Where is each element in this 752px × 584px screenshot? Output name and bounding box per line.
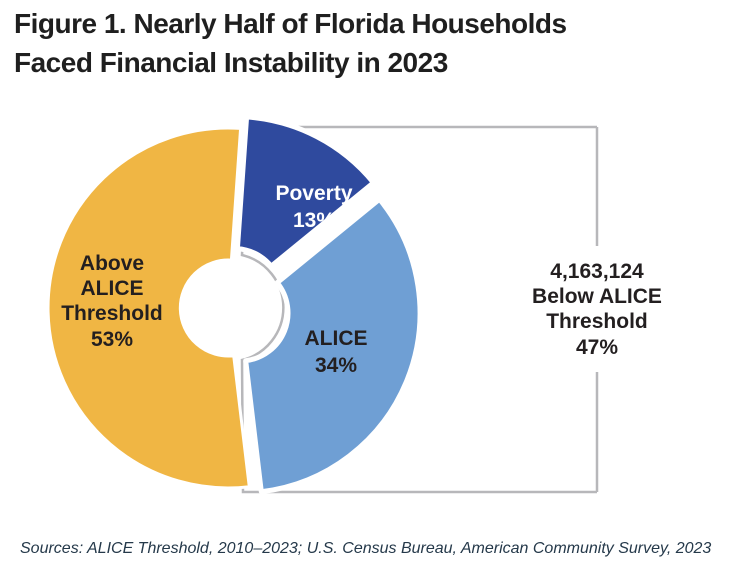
figure-title: Figure 1. Nearly Half of Florida Househo… xyxy=(14,4,734,82)
callout-label-line-3: Threshold xyxy=(546,310,648,333)
callout-households-count: 4,163,124 xyxy=(550,260,644,283)
poverty-label: Poverty xyxy=(275,182,352,205)
wedge-above-alice-threshold xyxy=(46,126,251,490)
wedge-alice xyxy=(243,196,423,495)
wedge-poverty xyxy=(234,114,376,269)
above-label-percent: 53% xyxy=(91,328,133,351)
alice-label: ALICE xyxy=(305,327,368,350)
poverty-percent: 13% xyxy=(293,209,335,232)
source-note: Sources: ALICE Threshold, 2010–2023; U.S… xyxy=(20,540,712,557)
figure-title-line-2: Faced Financial Instability in 2023 xyxy=(14,47,448,78)
bracket-outline xyxy=(240,125,597,494)
callout-percent: 47% xyxy=(576,336,618,359)
above-label-line-2: ALICE xyxy=(81,277,144,300)
alice-percent: 34% xyxy=(315,354,357,377)
callout-label-line-2: Below ALICE xyxy=(532,285,662,308)
above-label-line-1: Above xyxy=(80,252,144,275)
figure-title-line-1: Figure 1. Nearly Half of Florida Househo… xyxy=(14,8,567,39)
above-label-line-3: Threshold xyxy=(61,302,163,325)
